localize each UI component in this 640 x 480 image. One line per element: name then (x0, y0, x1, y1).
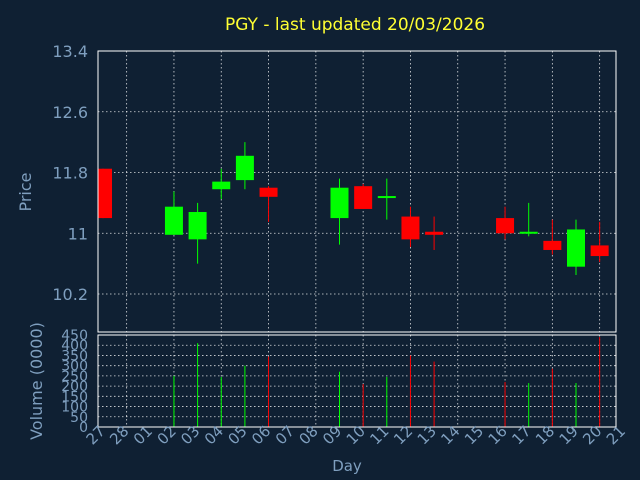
volume-axis-label: Volume (0000) (27, 322, 46, 440)
candle-body (330, 187, 349, 219)
candle (425, 216, 444, 250)
volume-tick-label: 300 (61, 359, 88, 375)
x-tick-label: 17 (508, 422, 534, 448)
x-axis-label: Day (332, 457, 362, 475)
candle-body (543, 240, 562, 250)
candle-body (354, 186, 373, 209)
candle-body (377, 196, 396, 199)
volume-grid (98, 335, 616, 427)
candle (212, 168, 231, 200)
x-tick-label: 10 (343, 422, 369, 448)
volume-tick-label: 350 (61, 348, 88, 364)
candle-body (98, 168, 112, 219)
x-tick-label: 13 (414, 422, 440, 448)
price-axis-label: Price (16, 172, 35, 211)
x-tick-label: 08 (295, 422, 321, 448)
candle (235, 142, 254, 190)
x-tick-label: 01 (130, 422, 156, 448)
price-tick-label: 13.4 (52, 42, 88, 61)
candle-body (188, 212, 207, 240)
chart-title: PGY - last updated 20/03/2026 (225, 15, 485, 35)
volume-tick-label: 100 (61, 400, 88, 416)
candles (98, 142, 609, 276)
x-tick-label: 07 (272, 422, 298, 448)
volume-tick-label: 400 (61, 338, 88, 354)
x-tick-label: 04 (201, 422, 227, 448)
x-tick-label: 18 (532, 422, 558, 448)
candle-body (164, 206, 183, 235)
volume-panel-frame (97, 334, 617, 428)
candle-body (590, 245, 609, 257)
x-tick-label: 11 (366, 422, 392, 448)
candle (354, 183, 373, 209)
volume-tick-label: 50 (70, 410, 88, 426)
x-tick-label: 03 (177, 422, 203, 448)
x-tick-label: 14 (437, 422, 463, 448)
price-tick-label: 11.8 (52, 164, 88, 183)
candle-body (235, 155, 254, 181)
x-tick-label: 12 (390, 422, 416, 448)
volume-tick-label: 250 (61, 369, 88, 385)
price-tick-label: 12.6 (52, 103, 88, 122)
x-tick-label: 15 (461, 422, 487, 448)
candle-body (401, 216, 420, 240)
x-axis-ticks: 2728010203040506070809101112131415161718… (83, 422, 630, 448)
x-tick-label: 02 (154, 422, 180, 448)
x-tick-label: 20 (579, 422, 605, 448)
candle (188, 202, 207, 264)
candle-body (567, 229, 585, 267)
candle (98, 168, 112, 219)
candle (567, 219, 585, 276)
candle (330, 178, 349, 245)
x-tick-label: 06 (248, 422, 274, 448)
volume-tick-label: 200 (61, 379, 88, 395)
x-tick-label: 28 (106, 422, 132, 448)
volume-tick-label: 150 (61, 389, 88, 405)
price-tick-label: 11 (68, 224, 88, 243)
candle (377, 178, 396, 220)
candle-body (259, 187, 278, 197)
candle (590, 221, 609, 263)
price-tick-label: 10.2 (52, 285, 88, 304)
candle (496, 206, 515, 240)
x-tick-label: 16 (485, 422, 511, 448)
candle-body (496, 218, 515, 234)
x-tick-label: 21 (603, 422, 629, 448)
candle (259, 186, 278, 222)
candle (519, 202, 538, 237)
candle (543, 219, 562, 255)
candle (401, 206, 420, 247)
price-y-ticks: 13.4 12.6 11.8 11 10.2 (52, 42, 88, 304)
candle-body (212, 181, 231, 190)
volume-tick-label: 450 (61, 328, 88, 344)
candle (164, 191, 183, 235)
volume-bars (173, 337, 601, 427)
x-tick-label: 09 (319, 422, 345, 448)
candle-body (519, 231, 538, 234)
x-tick-label: 19 (556, 422, 582, 448)
price-panel-frame (97, 50, 617, 333)
x-tick-label: 05 (224, 422, 250, 448)
volume-tick-label: 0 (79, 420, 88, 436)
candle-body (425, 231, 444, 235)
